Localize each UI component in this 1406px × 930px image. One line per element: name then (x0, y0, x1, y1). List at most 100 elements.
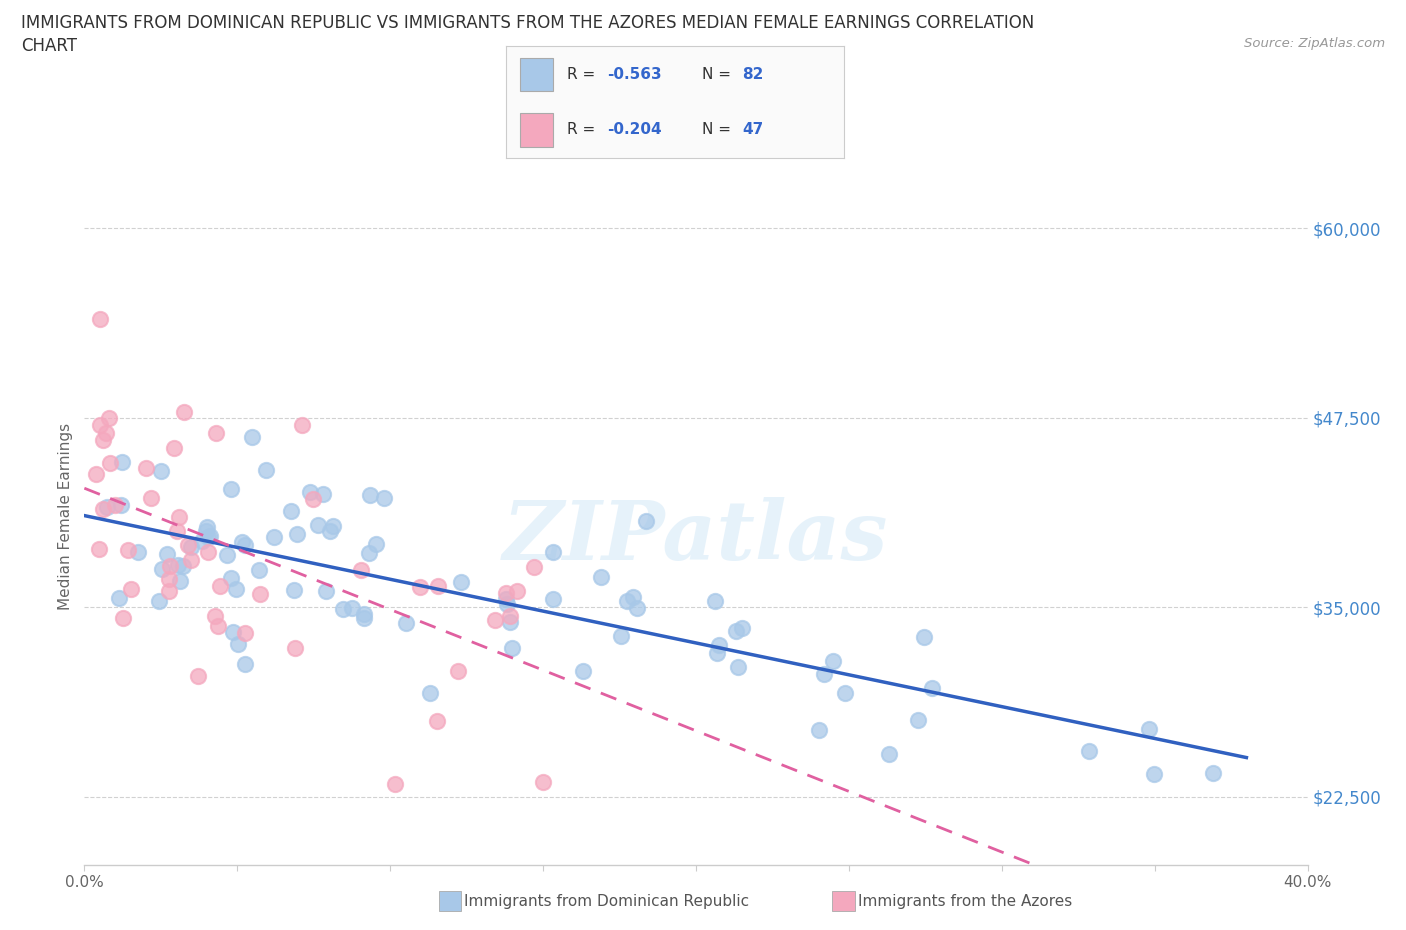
Text: N =: N = (702, 122, 735, 137)
Point (280, 503, 302, 518)
Text: Source: ZipAtlas.com: Source: ZipAtlas.com (1244, 37, 1385, 50)
Point (110, 498, 132, 512)
Y-axis label: Median Female Earnings: Median Female Earnings (58, 422, 73, 610)
Point (707, 637, 730, 652)
Point (724, 623, 747, 638)
Point (233, 657, 256, 671)
Point (120, 581, 142, 596)
Point (219, 482, 242, 497)
Point (364, 537, 387, 551)
Point (807, 723, 830, 737)
Point (169, 573, 191, 588)
Point (157, 571, 180, 586)
Point (209, 578, 232, 593)
Point (197, 545, 219, 560)
Point (233, 538, 256, 552)
Point (495, 586, 517, 601)
Point (111, 610, 134, 625)
Point (194, 524, 217, 538)
Point (373, 491, 395, 506)
Point (219, 571, 242, 586)
Point (1143, 766, 1166, 781)
Point (610, 629, 633, 644)
Point (215, 548, 238, 563)
Point (233, 626, 256, 641)
Point (1202, 765, 1225, 780)
Point (141, 490, 163, 505)
Point (172, 559, 194, 574)
Point (228, 637, 250, 652)
Point (921, 681, 943, 696)
Point (626, 600, 648, 615)
Point (312, 486, 335, 501)
Point (1077, 743, 1099, 758)
Point (506, 584, 529, 599)
Text: Immigrants from Dominican Republic: Immigrants from Dominican Republic (464, 894, 749, 909)
Text: -0.204: -0.204 (607, 122, 662, 137)
Point (263, 529, 285, 544)
Point (163, 440, 186, 455)
Point (302, 491, 325, 506)
Point (450, 575, 472, 590)
Point (384, 777, 406, 791)
Point (197, 529, 219, 544)
Point (204, 608, 226, 623)
Point (207, 618, 229, 633)
Point (523, 560, 546, 575)
Point (704, 593, 727, 608)
Text: CHART: CHART (21, 37, 77, 55)
Point (284, 641, 307, 656)
Point (98, 456, 121, 471)
Point (87, 541, 110, 556)
Point (84, 467, 107, 482)
Point (426, 714, 449, 729)
Point (157, 584, 180, 599)
Point (484, 612, 506, 627)
Point (167, 510, 190, 525)
Point (91, 432, 114, 447)
Text: R =: R = (567, 68, 600, 83)
Point (222, 624, 245, 639)
Point (283, 582, 305, 597)
Point (148, 593, 170, 608)
Point (180, 553, 202, 568)
Text: -0.563: -0.563 (607, 68, 662, 83)
Point (180, 540, 202, 555)
Point (823, 654, 845, 669)
Point (155, 546, 177, 561)
Text: Immigrants from the Azores: Immigrants from the Azores (858, 894, 1071, 909)
Point (419, 685, 441, 700)
Point (495, 597, 517, 612)
Text: 82: 82 (742, 68, 763, 83)
Point (616, 593, 638, 608)
Point (543, 545, 565, 560)
Point (149, 463, 172, 478)
Point (621, 590, 644, 604)
Point (834, 685, 856, 700)
Point (247, 563, 270, 578)
Point (240, 430, 263, 445)
Text: N =: N = (702, 68, 735, 83)
Point (187, 669, 209, 684)
Point (813, 667, 835, 682)
Point (225, 581, 247, 596)
Point (636, 513, 658, 528)
Point (89, 418, 111, 432)
Point (166, 524, 188, 538)
Point (322, 518, 344, 533)
Point (877, 747, 900, 762)
Point (249, 587, 271, 602)
Text: ZIPatlas: ZIPatlas (503, 497, 889, 578)
Point (501, 641, 523, 656)
Text: R =: R = (567, 122, 600, 137)
Point (499, 615, 522, 630)
Point (727, 659, 749, 674)
Point (307, 517, 329, 532)
Point (200, 528, 222, 543)
Text: IMMIGRANTS FROM DOMINICAN REPUBLIC VS IMMIGRANTS FROM THE AZORES MEDIAN FEMALE E: IMMIGRANTS FROM DOMINICAN REPUBLIC VS IM… (21, 14, 1035, 32)
Point (107, 591, 129, 605)
Point (159, 558, 181, 573)
Point (97, 410, 120, 425)
Point (298, 485, 321, 499)
Point (96, 499, 118, 514)
